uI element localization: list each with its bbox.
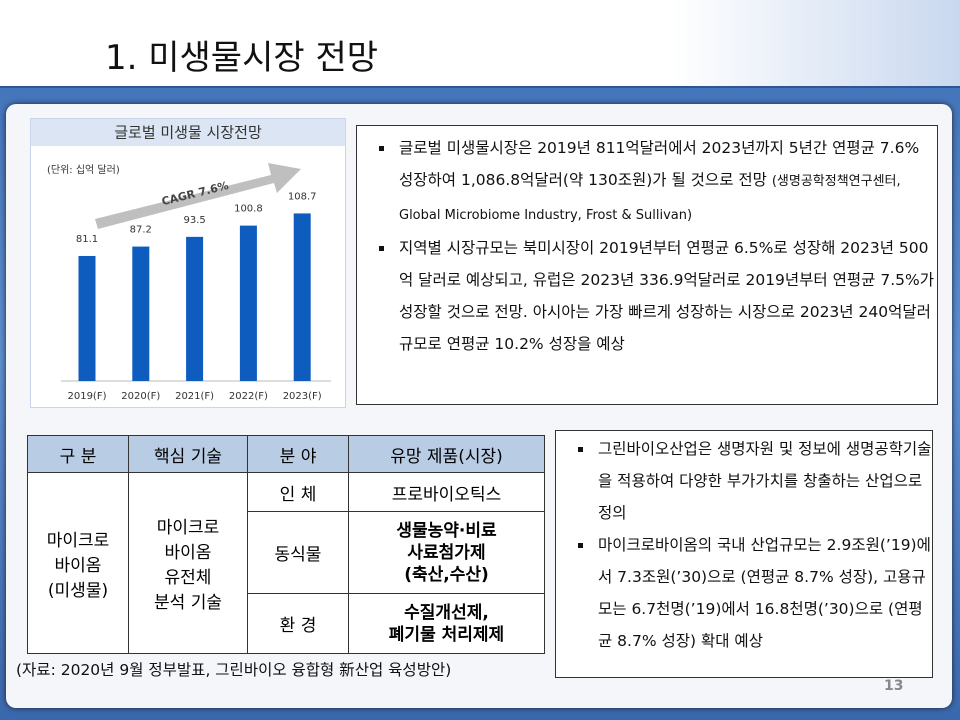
table-cell: 환 경 xyxy=(247,593,349,654)
table-cell: 동식물 xyxy=(247,511,349,594)
table-cell: 생물농약·비료 사료첨가제 (축산,수산) xyxy=(348,511,545,594)
cagr-arrow xyxy=(95,163,301,229)
table-cell: 마이크로 바이옴 (미생물) xyxy=(27,472,129,654)
bullet: 그린바이오산업은 생명자원 및 정보에 생명공학기술을 적용하여 다양한 부가가… xyxy=(594,433,932,529)
bullet-source: (생명공학정책연구센터, Global Microbiome Industry,… xyxy=(399,174,901,223)
x-tick-label: 2019(F) xyxy=(67,391,106,402)
x-tick-label: 2021(F) xyxy=(175,391,214,402)
bar xyxy=(132,246,150,381)
bullet-text: 지역별 시장규모는 북미시장이 2019년부터 연평균 6.5%로 성장해 20… xyxy=(399,239,934,353)
page-number: 13 xyxy=(884,678,904,694)
value-label: 81.1 xyxy=(76,234,98,245)
value-label: 93.5 xyxy=(183,215,205,226)
value-label: 87.2 xyxy=(130,225,152,236)
title-bar xyxy=(0,0,960,88)
source-note: (자료: 2020년 9월 정부발표, 그린바이오 융합형 新산업 육성방안) xyxy=(16,661,452,679)
text-box: 그린바이오산업은 생명자원 및 정보에 생명공학기술을 적용하여 다양한 부가가… xyxy=(555,430,933,678)
table-cell: 수질개선제, 폐기물 처리제제 xyxy=(348,593,545,654)
table-header: 분 야 xyxy=(247,435,349,473)
bullet: 마이크로바이옴의 국내 산업규모는 2.9조원(’19)에서 7.3조원(’30… xyxy=(594,529,932,657)
chart-box: 글로벌 미생물 시장전망 (단위: 십억 달러) CAGR 7.6% 81.1 2… xyxy=(30,118,346,408)
table-header: 핵심 기술 xyxy=(128,435,248,473)
x-tick-label: 2022(F) xyxy=(229,391,268,402)
table-header: 구 분 xyxy=(27,435,129,473)
text-box: 글로벌 미생물시장은 2019년 811억달러에서 2023년까지 5년간 연평… xyxy=(356,125,938,405)
bar xyxy=(293,213,311,381)
bar xyxy=(78,255,96,381)
chart-header xyxy=(31,119,345,146)
chart: 글로벌 미생물 시장전망 (단위: 십억 달러) CAGR 7.6% 81.1 2… xyxy=(31,119,345,402)
value-label: 100.8 xyxy=(234,204,263,215)
bar xyxy=(186,236,204,381)
table-header: 유망 제품(시장) xyxy=(348,435,545,473)
x-tick-label: 2020(F) xyxy=(121,391,160,402)
slide-title: 1. 미생물시장 전망 xyxy=(105,38,379,78)
bullet-text: 글로벌 미생물시장은 2019년 811억달러에서 2023년까지 5년간 연평… xyxy=(399,139,920,189)
value-label: 108.7 xyxy=(288,191,317,202)
table-cell: 프로바이오틱스 xyxy=(348,472,545,512)
bullet: 지역별 시장규모는 북미시장이 2019년부터 연평균 6.5%로 성장해 20… xyxy=(395,232,937,360)
bar xyxy=(239,225,257,381)
table-cell: 인 체 xyxy=(247,472,349,512)
table-cell: 마이크로 바이옴 유전체 분석 기술 xyxy=(128,472,248,654)
cagr-label: CAGR 7.6% xyxy=(160,179,230,208)
x-tick-label: 2023(F) xyxy=(283,391,322,402)
bullet: 글로벌 미생물시장은 2019년 811억달러에서 2023년까지 5년간 연평… xyxy=(395,132,937,232)
chart-subtitle: (단위: 십억 달러) xyxy=(47,163,120,176)
table: 구 분 핵심 기술 분 야 유망 제품(시장) 마이크로 바이옴 (미생물) 마이크로 … xyxy=(27,435,545,654)
chart-title: 글로벌 미생물 시장전망 xyxy=(114,124,262,142)
